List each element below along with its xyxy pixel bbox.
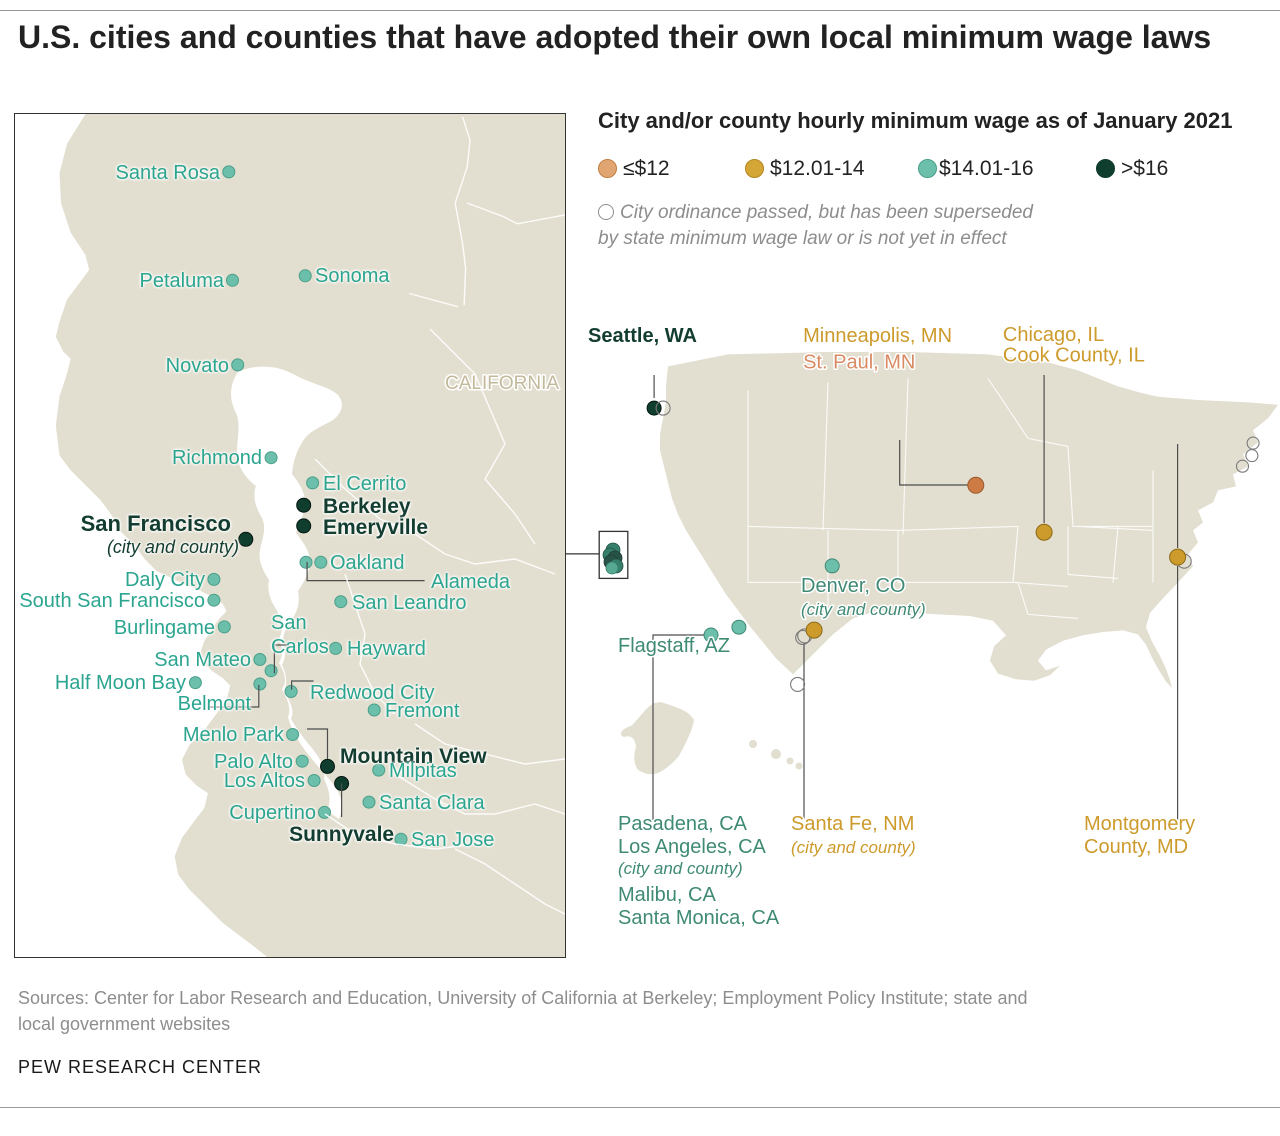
svg-text:County, MD: County, MD — [1084, 836, 1188, 858]
svg-text:Denver, CO: Denver, CO — [801, 575, 905, 597]
svg-text:Chicago, IL: Chicago, IL — [1003, 324, 1104, 346]
svg-text:Malibu, CA: Malibu, CA — [618, 884, 716, 906]
svg-text:Minneapolis, MN: Minneapolis, MN — [803, 325, 952, 347]
svg-text:Los Angeles, CA: Los Angeles, CA — [618, 836, 767, 858]
svg-text:Santa Fe, NM: Santa Fe, NM — [791, 813, 914, 835]
svg-text:Seattle, WA: Seattle, WA — [588, 325, 697, 347]
svg-text:Pasadena, CA: Pasadena, CA — [618, 813, 748, 835]
svg-text:St. Paul, MN: St. Paul, MN — [803, 351, 915, 373]
svg-text:Santa Monica, CA: Santa Monica, CA — [618, 907, 780, 929]
svg-text:(city and county): (city and county) — [791, 838, 916, 857]
svg-text:(city and county): (city and county) — [801, 600, 926, 619]
svg-text:Flagstaff, AZ: Flagstaff, AZ — [618, 635, 730, 657]
svg-text:CALIFORNIA: CALIFORNIA — [445, 373, 559, 394]
svg-text:Montgomery: Montgomery — [1084, 813, 1195, 835]
svg-text:(city and county): (city and county) — [618, 859, 743, 878]
svg-text:Cook County, IL: Cook County, IL — [1003, 345, 1145, 367]
